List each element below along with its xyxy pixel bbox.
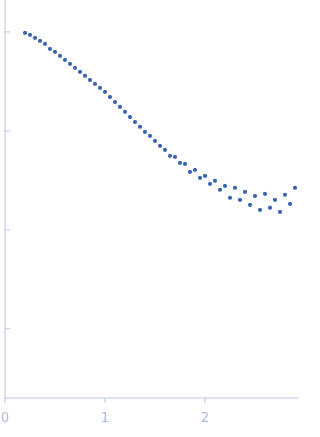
point bbox=[88, 77, 92, 82]
point bbox=[118, 104, 122, 109]
point bbox=[283, 192, 287, 197]
x-tick-label: 2 bbox=[201, 411, 209, 426]
point bbox=[238, 197, 242, 202]
point bbox=[253, 193, 257, 198]
point bbox=[263, 191, 267, 196]
point bbox=[203, 173, 207, 178]
point bbox=[98, 85, 102, 90]
point bbox=[158, 143, 162, 148]
point bbox=[208, 181, 212, 186]
point bbox=[143, 129, 147, 134]
point bbox=[218, 187, 222, 192]
point bbox=[258, 207, 262, 212]
point bbox=[228, 195, 232, 200]
point bbox=[138, 124, 142, 129]
point bbox=[168, 153, 172, 158]
point bbox=[178, 160, 182, 165]
point bbox=[233, 185, 237, 190]
point bbox=[183, 161, 187, 166]
point bbox=[278, 209, 282, 214]
point bbox=[268, 205, 272, 210]
point bbox=[273, 197, 277, 202]
x-tick-label: 1 bbox=[101, 411, 109, 426]
point bbox=[248, 202, 252, 207]
point bbox=[108, 94, 112, 99]
point bbox=[73, 65, 77, 70]
point bbox=[133, 119, 137, 124]
point bbox=[193, 167, 197, 172]
point bbox=[243, 189, 247, 194]
point bbox=[198, 175, 202, 180]
point bbox=[93, 81, 97, 86]
point bbox=[223, 183, 227, 188]
point bbox=[63, 57, 67, 62]
point bbox=[33, 35, 37, 40]
point bbox=[43, 41, 47, 46]
point bbox=[23, 30, 27, 35]
point bbox=[213, 178, 217, 183]
point bbox=[68, 61, 72, 66]
point bbox=[83, 73, 87, 78]
point bbox=[38, 38, 42, 43]
point bbox=[148, 133, 152, 138]
point bbox=[113, 99, 117, 104]
chart: 0 1 2 bbox=[1, 0, 298, 426]
point bbox=[53, 49, 57, 54]
point bbox=[123, 109, 127, 114]
point bbox=[188, 169, 192, 174]
point bbox=[153, 138, 157, 143]
point bbox=[288, 201, 292, 206]
point bbox=[48, 46, 52, 51]
point bbox=[78, 69, 82, 74]
point bbox=[128, 115, 132, 120]
x-tick-label: 0 bbox=[1, 411, 9, 426]
point bbox=[293, 185, 297, 190]
point bbox=[173, 154, 177, 159]
point bbox=[103, 89, 107, 94]
point bbox=[163, 147, 167, 152]
point bbox=[58, 53, 62, 58]
point bbox=[28, 32, 32, 37]
